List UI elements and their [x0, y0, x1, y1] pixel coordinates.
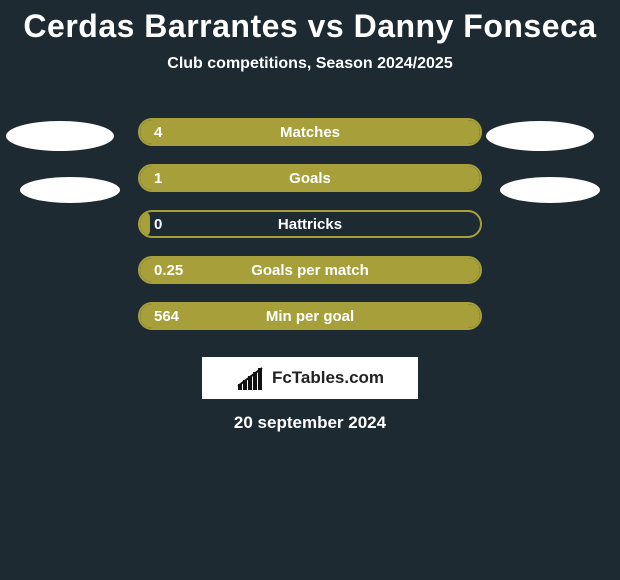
decor-ellipse — [6, 121, 114, 151]
stat-label: Goals — [140, 170, 480, 187]
decor-ellipse — [20, 177, 120, 203]
decor-ellipse — [500, 177, 600, 203]
brand-box[interactable]: FcTables.com — [202, 357, 418, 399]
bar-chart-icon — [236, 366, 266, 390]
stat-row: 564Min per goal — [0, 293, 620, 339]
decor-ellipse — [486, 121, 594, 151]
stat-bar: 4Matches — [138, 118, 482, 146]
stats-card: Cerdas Barrantes vs Danny Fonseca Club c… — [0, 0, 620, 580]
stat-bar: 0Hattricks — [138, 210, 482, 238]
subtitle: Club competitions, Season 2024/2025 — [0, 55, 620, 73]
stat-bar: 564Min per goal — [138, 302, 482, 330]
date-line: 20 september 2024 — [0, 413, 620, 433]
stat-row: 0Hattricks — [0, 201, 620, 247]
stat-label: Hattricks — [140, 216, 480, 233]
stat-label: Matches — [140, 124, 480, 141]
stat-label: Goals per match — [140, 262, 480, 279]
stat-bar: 0.25Goals per match — [138, 256, 482, 284]
page-title: Cerdas Barrantes vs Danny Fonseca — [0, 0, 620, 45]
stat-row: 0.25Goals per match — [0, 247, 620, 293]
brand-text: FcTables.com — [272, 368, 384, 388]
stat-bar: 1Goals — [138, 164, 482, 192]
stat-label: Min per goal — [140, 308, 480, 325]
